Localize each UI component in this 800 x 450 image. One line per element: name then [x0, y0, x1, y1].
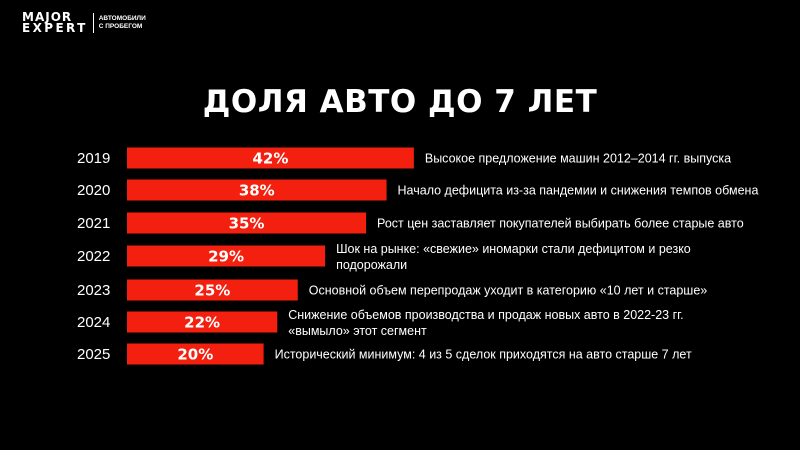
annotation: Снижение объемов производства и продаж н…	[288, 308, 683, 322]
annotation: Исторический минимум: 4 из 5 сделок прих…	[275, 348, 692, 362]
logo-sub1: АВТОМОБИЛИ	[98, 15, 146, 22]
bar	[127, 212, 367, 234]
year-label: 2023	[77, 282, 110, 299]
year-label: 2020	[77, 182, 110, 199]
bar	[127, 179, 387, 201]
bar	[127, 245, 326, 267]
year-label: 2019	[77, 150, 110, 167]
annotation: Основной объем перепродаж уходит в катег…	[309, 284, 708, 298]
bar	[127, 147, 414, 169]
logo-line1: MAJOR	[22, 10, 73, 24]
bar	[127, 343, 264, 365]
annotation: подорожали	[336, 258, 407, 272]
bar	[127, 311, 278, 333]
data-label: 29%	[208, 248, 244, 266]
annotation: Начало дефицита из-за пандемии и снижени…	[398, 184, 759, 198]
year-label: 2021	[77, 215, 110, 232]
data-label: 25%	[194, 282, 230, 300]
logo-line2: EXPERT	[22, 21, 88, 35]
logo-divider	[92, 13, 94, 33]
annotation: Рост цен заставляет покупателей выбирать…	[377, 217, 744, 231]
data-label: 20%	[177, 346, 213, 364]
data-label: 22%	[184, 314, 220, 332]
data-label: 35%	[229, 215, 265, 233]
brand-logo: MAJOR EXPERT АВТОМОБИЛИ С ПРОБЕГОМ	[22, 10, 146, 35]
annotation: Шок на рынке: «свежие» иномарки стали де…	[336, 242, 691, 256]
logo-tagline: АВТОМОБИЛИ С ПРОБЕГОМ	[99, 15, 146, 31]
logo-sub2: С ПРОБЕГОМ	[98, 23, 143, 30]
bar	[127, 279, 298, 301]
year-label: 2022	[77, 248, 110, 265]
annotation: Высокое предложение машин 2012–2014 гг. …	[425, 152, 731, 166]
logo-wordmark: MAJOR EXPERT	[22, 10, 88, 35]
chart-title: ДОЛЯ АВТО ДО 7 ЛЕТ	[202, 84, 598, 120]
year-label: 2024	[77, 314, 110, 331]
year-label: 2025	[77, 346, 110, 363]
data-label: 42%	[252, 150, 288, 168]
annotation: «вымыло» этот сегмент	[288, 324, 427, 338]
data-label: 38%	[239, 182, 275, 200]
